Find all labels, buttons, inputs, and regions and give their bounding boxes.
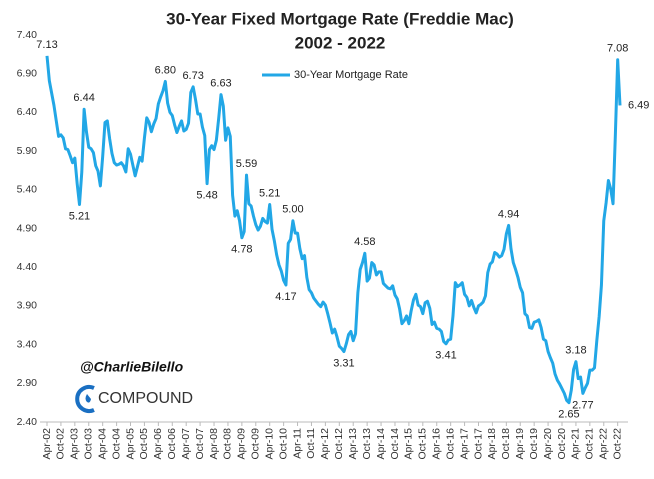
chart-subtitle: 2002 - 2022 xyxy=(295,33,386,52)
x-tick-label: Apr-22 xyxy=(598,428,610,460)
x-tick-label: Oct-08 xyxy=(222,428,234,460)
x-tick-label: Apr-20 xyxy=(542,428,554,460)
y-tick-label: 3.90 xyxy=(17,300,38,312)
data-label: 6.73 xyxy=(182,70,203,82)
data-label: 5.48 xyxy=(196,190,217,202)
data-label: 4.17 xyxy=(275,291,296,303)
x-tick-label: Apr-15 xyxy=(403,428,415,460)
x-tick-label: Oct-12 xyxy=(333,428,345,460)
data-label: 3.18 xyxy=(565,345,586,357)
y-tick-label: 5.40 xyxy=(17,184,38,196)
y-tick-label: 3.40 xyxy=(17,338,38,350)
y-tick-label: 2.40 xyxy=(17,416,38,428)
x-tick-label: Oct-11 xyxy=(305,428,317,459)
x-tick-label: Apr-18 xyxy=(486,428,498,460)
data-label: 7.08 xyxy=(607,43,628,55)
chart-title: 30-Year Fixed Mortgage Rate (Freddie Mac… xyxy=(166,9,514,28)
x-tick-label: Oct-15 xyxy=(417,428,429,460)
x-tick-label: Oct-18 xyxy=(500,428,512,460)
x-tick-label: Oct-21 xyxy=(584,428,596,460)
x-tick-label: Oct-03 xyxy=(83,428,95,460)
data-label: 2.65 xyxy=(558,409,579,421)
data-label: 4.58 xyxy=(354,236,375,248)
data-label: 6.63 xyxy=(210,78,231,90)
y-tick-label: 4.90 xyxy=(17,222,38,234)
data-label: 7.13 xyxy=(36,39,57,51)
x-tick-label: Apr-11 xyxy=(291,428,303,459)
x-tick-label: Apr-16 xyxy=(431,428,443,460)
x-tick-label: Oct-09 xyxy=(250,428,262,460)
x-tick-label: Apr-19 xyxy=(514,428,526,460)
x-tick-label: Oct-16 xyxy=(444,428,456,460)
y-tick-label: 6.90 xyxy=(17,67,38,79)
x-tick-label: Oct-14 xyxy=(389,428,401,460)
y-tick-label: 2.90 xyxy=(17,377,38,389)
x-tick-label: Oct-05 xyxy=(138,428,150,460)
x-tick-label: Oct-19 xyxy=(528,428,540,460)
data-label: 5.00 xyxy=(282,204,303,216)
y-tick-label: 7.40 xyxy=(17,29,38,41)
logo-ring xyxy=(75,385,95,413)
x-tick-label: Apr-07 xyxy=(180,428,192,460)
logo xyxy=(75,385,95,413)
y-tick-label: 5.90 xyxy=(17,145,38,157)
x-tick-label: Oct-10 xyxy=(277,428,289,460)
x-tick-label: Apr-17 xyxy=(458,428,470,460)
watermark-brand: COMPOUND xyxy=(98,390,193,407)
x-tick-label: Apr-12 xyxy=(319,428,331,460)
data-label: 6.49 xyxy=(628,99,649,111)
data-label: 4.94 xyxy=(498,208,519,220)
x-tick-label: Apr-04 xyxy=(96,428,108,460)
watermark-handle: @CharlieBilello xyxy=(80,359,184,375)
y-tick-label: 4.40 xyxy=(17,261,38,273)
legend-label: 30-Year Mortgage Rate xyxy=(294,69,408,81)
x-tick-label: Oct-20 xyxy=(556,428,568,460)
data-label: 6.80 xyxy=(155,64,176,76)
x-tick-label: Apr-10 xyxy=(263,428,275,460)
data-label: 6.44 xyxy=(73,92,94,104)
x-tick-label: Oct-07 xyxy=(194,428,206,460)
data-label: 3.31 xyxy=(333,357,354,369)
x-tick-label: Oct-17 xyxy=(472,428,484,460)
y-tick-label: 6.40 xyxy=(17,106,38,118)
x-tick-label: Apr-05 xyxy=(124,428,136,460)
x-tick-label: Oct-02 xyxy=(55,428,67,460)
logo-drop xyxy=(85,394,91,403)
data-label: 5.21 xyxy=(69,210,90,222)
x-tick-label: Apr-09 xyxy=(236,428,248,460)
x-tick-label: Oct-22 xyxy=(611,428,623,460)
x-tick-label: Apr-06 xyxy=(152,428,164,460)
x-tick-label: Apr-02 xyxy=(41,428,53,460)
series-line xyxy=(45,55,622,405)
x-tick-label: Apr-08 xyxy=(208,428,220,460)
x-tick-label: Apr-13 xyxy=(347,428,359,460)
x-tick-label: Oct-13 xyxy=(361,428,373,460)
x-tick-label: Oct-04 xyxy=(110,428,122,460)
x-tick-label: Apr-14 xyxy=(375,428,387,460)
data-label: 5.59 xyxy=(236,158,257,170)
x-tick-label: Apr-03 xyxy=(69,428,81,460)
x-tick-label: Oct-06 xyxy=(166,428,178,460)
data-label: 3.41 xyxy=(435,350,456,362)
data-label: 4.78 xyxy=(231,244,252,256)
data-label: 5.21 xyxy=(259,187,280,199)
data-label: 2.77 xyxy=(572,399,593,411)
x-tick-label: Apr-21 xyxy=(570,428,582,460)
